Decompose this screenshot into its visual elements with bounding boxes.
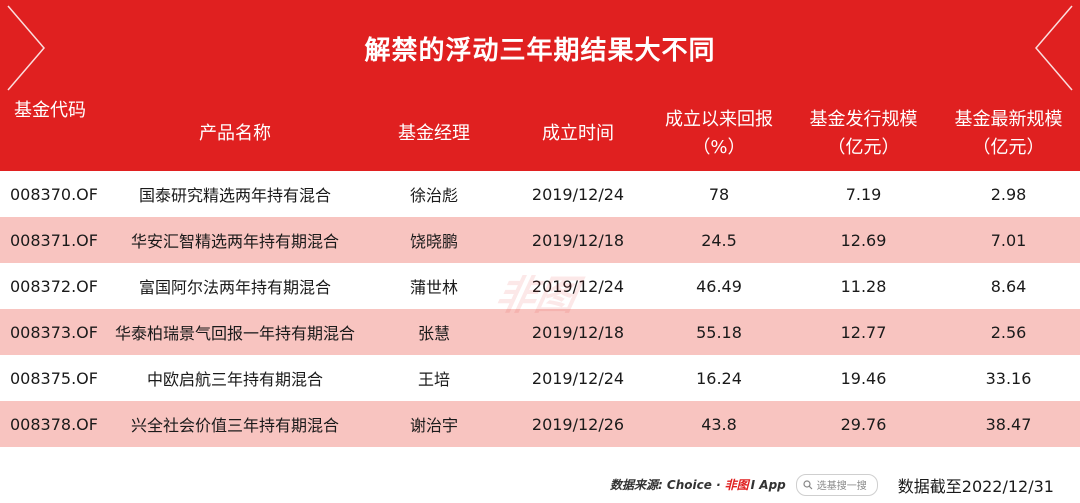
- cell-manager: 王培: [417, 370, 450, 389]
- header-latest-unit: （亿元）: [972, 137, 1045, 158]
- header-issue-unit: （亿元）: [827, 137, 900, 158]
- cell-date: 2019/12/18: [531, 322, 625, 342]
- data-source: 数据来源: Choice ·: [609, 478, 721, 492]
- header-date-label: 成立时间: [542, 123, 614, 144]
- cell-code: 008372.OF: [10, 276, 98, 296]
- fund-table: 基金代码 产品名称 基金经理 成立时间 成立以来回报 （%） 基金发行规模 （亿…: [0, 97, 1080, 447]
- cell-code: 008370.OF: [10, 184, 98, 204]
- search-icon: [803, 479, 813, 489]
- cell-date: 2019/12/24: [531, 368, 625, 388]
- header-code-label: 基金代码: [14, 100, 86, 121]
- title-decoration-icon: [7, 5, 1073, 91]
- cell-issue-size: 12.69: [840, 230, 887, 250]
- cell-name: 兴全社会价值三年持有期混合: [130, 416, 339, 435]
- header-manager-label: 基金经理: [398, 123, 470, 144]
- cell-issue-size: 29.76: [840, 414, 887, 434]
- cell-name: 富国阿尔法两年持有期混合: [138, 278, 331, 297]
- cell-return: 24.5: [701, 230, 737, 250]
- table-row: 008378.OF 兴全社会价值三年持有期混合 谢治宇 2019/12/26 4…: [0, 401, 1080, 447]
- cell-code: 008375.OF: [10, 368, 98, 388]
- header-issue-size: 基金发行规模 （亿元）: [790, 97, 937, 171]
- cell-manager: 张慧: [417, 324, 450, 343]
- cell-return: 16.24: [696, 368, 742, 388]
- cell-name: 中欧启航三年持有期混合: [146, 370, 323, 389]
- cell-manager: 徐治彪: [409, 186, 458, 205]
- cell-code: 008373.OF: [10, 322, 98, 342]
- cell-code: 008371.OF: [10, 230, 98, 250]
- header-name: 产品名称: [110, 97, 360, 171]
- search-box[interactable]: 选基搜一搜: [795, 473, 878, 496]
- cell-manager: 谢治宇: [409, 416, 458, 435]
- header-return-unit: （%）: [692, 137, 746, 158]
- footer: 数据来源: Choice · 非图 I App 选基搜一搜 数据截至2022/1…: [0, 466, 1080, 503]
- cell-name: 国泰研究精选两年持有混合: [138, 186, 331, 205]
- header-code: 基金代码: [0, 97, 110, 171]
- table-row: 008370.OF 国泰研究精选两年持有混合 徐治彪 2019/12/24 78…: [0, 171, 1080, 217]
- cell-issue-size: 12.77: [840, 322, 887, 342]
- cell-date: 2019/12/26: [531, 414, 625, 434]
- header-issue-label: 基金发行规模: [809, 109, 918, 130]
- cell-name: 华泰柏瑞景气回报一年持有期混合: [114, 324, 355, 343]
- cell-latest-size: 8.64: [990, 276, 1027, 296]
- cell-latest-size: 2.98: [990, 184, 1027, 204]
- table-row: 008375.OF 中欧启航三年持有期混合 王培 2019/12/24 16.2…: [0, 355, 1080, 401]
- table-header: 基金代码 产品名称 基金经理 成立时间 成立以来回报 （%） 基金发行规模 （亿…: [0, 97, 1080, 171]
- page-title: 解禁的浮动三年期结果大不同: [364, 36, 716, 66]
- data-cutoff-date: 数据截至2022/12/31: [897, 476, 1054, 496]
- header-return: 成立以来回报 （%）: [648, 97, 790, 171]
- cell-latest-size: 33.16: [985, 368, 1032, 388]
- header-name-label: 产品名称: [199, 123, 271, 144]
- cell-return: 78: [708, 184, 730, 204]
- header-date: 成立时间: [508, 97, 648, 171]
- brand-logo: 非图: [724, 478, 749, 492]
- cell-manager: 蒲世林: [409, 278, 458, 297]
- cell-return: 43.8: [701, 414, 737, 434]
- cell-issue-size: 19.46: [840, 368, 887, 388]
- cell-date: 2019/12/24: [531, 276, 625, 296]
- search-placeholder: 选基搜一搜: [816, 481, 867, 492]
- header-latest-size: 基金最新规模 （亿元）: [937, 97, 1080, 171]
- cell-return: 55.18: [696, 322, 742, 342]
- header-return-label: 成立以来回报: [665, 109, 773, 130]
- cell-date: 2019/12/24: [531, 184, 625, 204]
- cell-latest-size: 38.47: [985, 414, 1032, 434]
- brand-app-label: I App: [750, 477, 786, 492]
- cell-manager: 饶晓鹏: [409, 232, 458, 251]
- cell-latest-size: 7.01: [990, 230, 1027, 250]
- cell-date: 2019/12/18: [531, 230, 625, 250]
- table-row: 008371.OF 华安汇智精选两年持有期混合 饶晓鹏 2019/12/18 2…: [0, 217, 1080, 263]
- cell-issue-size: 11.28: [840, 276, 887, 296]
- title-bar: 解禁的浮动三年期结果大不同: [0, 0, 1080, 97]
- cell-name: 华安汇智精选两年持有期混合: [130, 232, 339, 251]
- cell-latest-size: 2.56: [990, 322, 1027, 342]
- table-row: 008373.OF 华泰柏瑞景气回报一年持有期混合 张慧 2019/12/18 …: [0, 309, 1080, 355]
- table-row: 008372.OF 富国阿尔法两年持有期混合 蒲世林 2019/12/24 46…: [0, 263, 1080, 309]
- cell-issue-size: 7.19: [845, 184, 882, 204]
- cell-return: 46.49: [696, 276, 742, 296]
- cell-code: 008378.OF: [10, 414, 98, 434]
- header-manager: 基金经理: [360, 97, 508, 171]
- header-latest-label: 基金最新规模: [954, 109, 1063, 130]
